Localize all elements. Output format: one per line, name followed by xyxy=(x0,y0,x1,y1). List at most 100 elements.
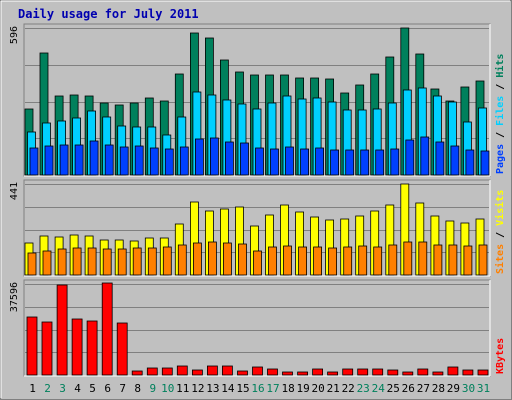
bar-kbytes-day-9 xyxy=(146,367,158,376)
bar-pages-day-28 xyxy=(435,141,445,176)
x-tick-label: 4 xyxy=(74,382,81,395)
bar-pages-day-13 xyxy=(209,137,219,176)
bar-sites-day-8 xyxy=(132,247,142,276)
bar-sites-day-13 xyxy=(207,241,217,276)
bar-sites-day-12 xyxy=(192,242,202,276)
x-tick-label: 3 xyxy=(59,382,66,395)
bar-kbytes-day-3 xyxy=(56,284,68,376)
x-tick-label: 17 xyxy=(266,382,279,395)
legend-label-sites: Sites xyxy=(494,244,506,274)
bar-sites-day-16 xyxy=(253,250,262,276)
bar-sites-day-20 xyxy=(313,246,323,276)
x-tick-label: 16 xyxy=(251,382,264,395)
bar-sites-day-27 xyxy=(418,241,428,276)
bar-pages-day-8 xyxy=(134,145,144,176)
x-tick-label: 9 xyxy=(149,382,156,395)
bar-pages-day-21 xyxy=(330,149,340,176)
panel-frame xyxy=(23,279,491,377)
legend-separator: / xyxy=(495,226,506,244)
legend-label-files: Files xyxy=(494,96,506,126)
bar-pages-day-15 xyxy=(240,142,249,176)
bar-sites-day-19 xyxy=(298,246,308,276)
bar-kbytes-day-12 xyxy=(191,369,203,376)
legend-kbytes: KBytes xyxy=(495,338,506,374)
bar-sites-day-21 xyxy=(328,247,338,276)
bar-kbytes-day-20 xyxy=(312,368,324,376)
bar-kbytes-day-11 xyxy=(176,365,188,376)
bar-pages-day-6 xyxy=(104,144,114,176)
x-tick-label: 14 xyxy=(221,382,235,395)
x-tick-label: 6 xyxy=(104,382,111,395)
x-tick-label: 25 xyxy=(387,382,400,395)
x-tick-label: 8 xyxy=(134,382,141,395)
panel-visits: 441 Sites / Visits xyxy=(9,179,506,277)
bar-kbytes-day-8 xyxy=(131,370,143,376)
bar-kbytes-day-1 xyxy=(26,316,38,376)
x-axis-labels: 1 2 3 4 5 6 7 8 9 10 11 12 13 14 15 16 17 18 19 20 21 22 23 24 2… xyxy=(29,382,490,395)
bar-pages-day-18 xyxy=(285,146,294,176)
bar-sites-day-23 xyxy=(358,245,368,276)
bar-kbytes-day-2 xyxy=(41,321,53,376)
x-tick-label: 24 xyxy=(372,382,386,395)
bar-pages-day-22 xyxy=(345,149,355,176)
bar-pages-day-12 xyxy=(194,138,204,176)
bar-kbytes-day-15 xyxy=(237,370,248,376)
bar-pages-day-3 xyxy=(59,144,69,176)
bar-kbytes-day-17 xyxy=(267,368,278,376)
legend-separator: / xyxy=(495,78,506,96)
bar-pages-day-7 xyxy=(119,146,129,176)
bar-kbytes-day-6 xyxy=(101,282,113,376)
bar-kbytes-day-10 xyxy=(161,367,173,376)
x-tick-label: 22 xyxy=(342,382,355,395)
x-tick-label: 10 xyxy=(161,382,174,395)
bar-pages-day-19 xyxy=(300,148,310,176)
bar-kbytes-day-24 xyxy=(372,368,384,376)
x-tick-label: 13 xyxy=(206,382,219,395)
bar-pages-day-4 xyxy=(74,144,84,176)
bar-kbytes-day-30 xyxy=(462,369,474,376)
bar-kbytes-day-25 xyxy=(387,369,399,376)
bar-sites-day-28 xyxy=(433,244,443,276)
bar-sites-day-10 xyxy=(162,246,172,276)
x-tick-label: 27 xyxy=(417,382,430,395)
bar-kbytes-day-27 xyxy=(417,368,429,376)
bar-pages-day-1 xyxy=(29,147,39,176)
bar-pages-day-23 xyxy=(360,149,370,176)
bar-sites-day-7 xyxy=(117,248,127,276)
bar-sites-day-3 xyxy=(57,248,67,276)
chart-panels: 596 Pages / Files / Hits 441 Sites / Visits… xyxy=(9,23,506,377)
panel-kbytes: 37596 KBytes xyxy=(9,279,506,377)
legend-label-kbytes: KBytes xyxy=(495,338,506,374)
panel-hits: 596 Pages / Files / Hits xyxy=(9,23,506,177)
bar-sites-day-15 xyxy=(238,243,247,276)
x-tick-label: 28 xyxy=(432,382,445,395)
y-max-label: 37596 xyxy=(9,282,20,312)
bar-kbytes-day-14 xyxy=(221,365,233,376)
bar-sites-day-29 xyxy=(448,244,458,276)
bar-pages-day-9 xyxy=(149,147,159,176)
bar-sites-day-17 xyxy=(268,246,277,276)
legend-label-pages: Pages xyxy=(495,144,506,174)
chart-title: Daily usage for July 2011 xyxy=(18,7,199,21)
bar-sites-day-1 xyxy=(27,252,37,276)
x-tick-label: 30 xyxy=(462,382,475,395)
bar-kbytes-day-23 xyxy=(357,368,369,376)
bar-kbytes-day-18 xyxy=(282,371,293,376)
x-tick-label: 11 xyxy=(176,382,189,395)
bar-pages-day-17 xyxy=(270,148,279,176)
bar-sites-day-9 xyxy=(147,247,157,276)
x-tick-label: 19 xyxy=(296,382,309,395)
bar-kbytes-day-28 xyxy=(432,371,444,376)
y-max-label: 596 xyxy=(9,26,20,44)
bar-sites-day-5 xyxy=(87,247,97,276)
bar-sites-day-31 xyxy=(478,244,488,276)
bar-pages-day-30 xyxy=(465,149,475,176)
x-tick-label: 15 xyxy=(236,382,249,395)
bar-kbytes-day-16 xyxy=(252,366,263,376)
legend-visits: Sites / Visits xyxy=(494,190,506,274)
bar-pages-day-2 xyxy=(44,145,54,176)
legend-label-visits: Visits xyxy=(494,190,506,226)
x-tick-label: 23 xyxy=(357,382,370,395)
bar-sites-day-6 xyxy=(102,248,112,276)
bar-pages-day-24 xyxy=(375,149,385,176)
